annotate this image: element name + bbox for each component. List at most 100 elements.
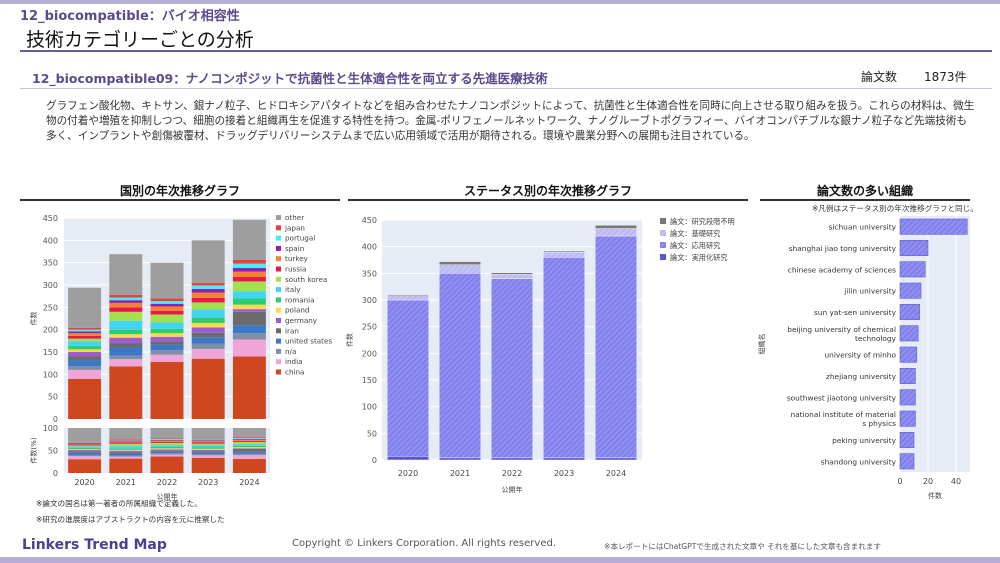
- country-pct-bar-segment: [191, 457, 225, 473]
- country-bar-segment: [68, 335, 102, 339]
- status-bar-segment: [542, 251, 585, 258]
- country-bar-segment: [191, 240, 225, 283]
- country-bar-segment: [191, 348, 225, 359]
- title-divider: [20, 50, 992, 52]
- country-bar-segment: [109, 343, 143, 348]
- status-y-tick-label: 0: [372, 456, 377, 465]
- country-bar-segment: [150, 344, 184, 351]
- country-bar-segment: [232, 259, 266, 264]
- org-label-line: chinese academy of sciences: [788, 265, 896, 274]
- country-bar-segment: [68, 360, 102, 367]
- country-pct-bar-segment: [68, 428, 102, 442]
- country-bar-segment: [68, 287, 102, 328]
- country-pct-bar-segment: [232, 447, 266, 449]
- country-bar-segment: [109, 297, 143, 301]
- org-bar: [899, 218, 968, 235]
- country-bar-segment: [109, 294, 143, 298]
- country-bar-segment: [150, 310, 184, 315]
- org-bar: [899, 410, 916, 427]
- country-bar-segment: [150, 361, 184, 419]
- status-legend-label: 論文：応用研究: [670, 241, 720, 250]
- country-pct-tick-label: 0: [53, 469, 58, 478]
- country-legend-swatch: [276, 235, 281, 241]
- status-bar-segment: [490, 274, 533, 279]
- country-legend-label: other: [285, 213, 304, 222]
- country-pct-bar-segment: [109, 449, 143, 451]
- status-chart-title: ステータス別の年次推移グラフ: [463, 184, 632, 198]
- country-legend-label: india: [285, 357, 303, 366]
- country-pct-bar-segment: [232, 437, 266, 438]
- country-x-tick-label: 2024: [239, 478, 259, 487]
- org-bar: [899, 432, 915, 448]
- country-pct-bar-segment: [191, 439, 225, 441]
- country-pct-bar-segment: [109, 450, 143, 453]
- status-x-tick-label: 2022: [502, 469, 522, 478]
- country-pct-bar-segment: [68, 450, 102, 452]
- country-bar-segment: [68, 327, 102, 330]
- country-bar-segment: [191, 317, 225, 323]
- country-note: ※論文の国名は第一著者の所属組織で定義した。: [36, 499, 202, 508]
- country-pct-bar-segment: [150, 447, 184, 449]
- country-bar-segment: [150, 350, 184, 355]
- country-y-tick-label: 100: [43, 370, 58, 379]
- country-legend-swatch: [276, 297, 281, 303]
- org-legend-note: ※凡例はステータス別の年次推移グラフと同じ。: [812, 204, 978, 213]
- org-label: beijing university of chemical technology: [787, 325, 896, 343]
- country-pct-bar-segment: [191, 451, 225, 453]
- country-bar-segment: [150, 314, 184, 323]
- country-pct-bar-segment: [150, 448, 184, 450]
- country-y-tick-label: 300: [43, 281, 58, 290]
- country-pct-bar-segment: [150, 440, 184, 442]
- country-pct-bar-segment: [232, 437, 266, 439]
- org-label-line: southwest jiaotong university: [787, 393, 897, 402]
- country-bar-segment: [232, 339, 266, 357]
- country-pct-bar-segment: [109, 440, 143, 442]
- country-bar-segment: [191, 358, 225, 419]
- country-legend-label: poland: [285, 306, 309, 315]
- country-bar-segment: [232, 325, 266, 334]
- org-bar: [899, 325, 919, 342]
- org-label: sichuan university: [829, 223, 897, 232]
- country-bar-segment: [68, 352, 102, 357]
- country-pct-bar-segment: [68, 443, 102, 444]
- status-bar-segment: [542, 457, 585, 461]
- country-pct-bar-segment: [150, 445, 184, 448]
- country-bar-segment: [68, 338, 102, 342]
- org-label: southwest jiaotong university: [787, 393, 897, 402]
- country-bar-segment: [150, 322, 184, 329]
- status-bar-segment: [438, 261, 481, 265]
- country-legend-swatch: [276, 307, 281, 313]
- country-bar-segment: [150, 301, 184, 304]
- country-y-tick-label: 150: [43, 348, 58, 357]
- country-pct-bar-segment: [109, 452, 143, 454]
- status-y-tick-label: 400: [362, 243, 377, 252]
- country-bar-segment: [109, 300, 143, 303]
- org-label-line: jilin university: [843, 287, 896, 296]
- org-label: zhejiang university: [826, 372, 897, 381]
- org-bar: [899, 240, 929, 256]
- country-bar-segment: [68, 378, 102, 419]
- org-plot-background: [900, 216, 970, 472]
- status-bar-segment: [542, 250, 585, 253]
- country-pct-bar-segment: [109, 443, 143, 447]
- country-pct-bar-segment: [109, 456, 143, 459]
- org-bar: [899, 453, 915, 470]
- country-pct-bar-segment: [150, 428, 184, 439]
- country-pct-bar-segment: [68, 459, 102, 473]
- status-legend-swatch: [660, 242, 666, 248]
- country-legend-label: united states: [285, 337, 332, 346]
- country-pct-bar-segment: [68, 443, 102, 445]
- status-y-tick-label: 50: [367, 429, 377, 438]
- country-bar-segment: [109, 366, 143, 419]
- country-pct-bar-segment: [68, 442, 102, 443]
- organization-bar-chart: 0 20 40 件数 組織名 sichuan university shanghai jia…: [757, 216, 970, 500]
- status-bar-segment: [542, 257, 585, 459]
- status-bar-segment: [594, 228, 637, 237]
- country-pct-bar-segment: [191, 428, 225, 439]
- country-pct-bar-segment: [150, 441, 184, 443]
- country-bar-segment: [232, 333, 266, 340]
- country-pct-bar-segment: [232, 439, 266, 441]
- status-legend-label: 論文：実用化研究: [670, 253, 728, 262]
- country-pct-bar-segment: [68, 441, 102, 443]
- country-bar-segment: [109, 302, 143, 308]
